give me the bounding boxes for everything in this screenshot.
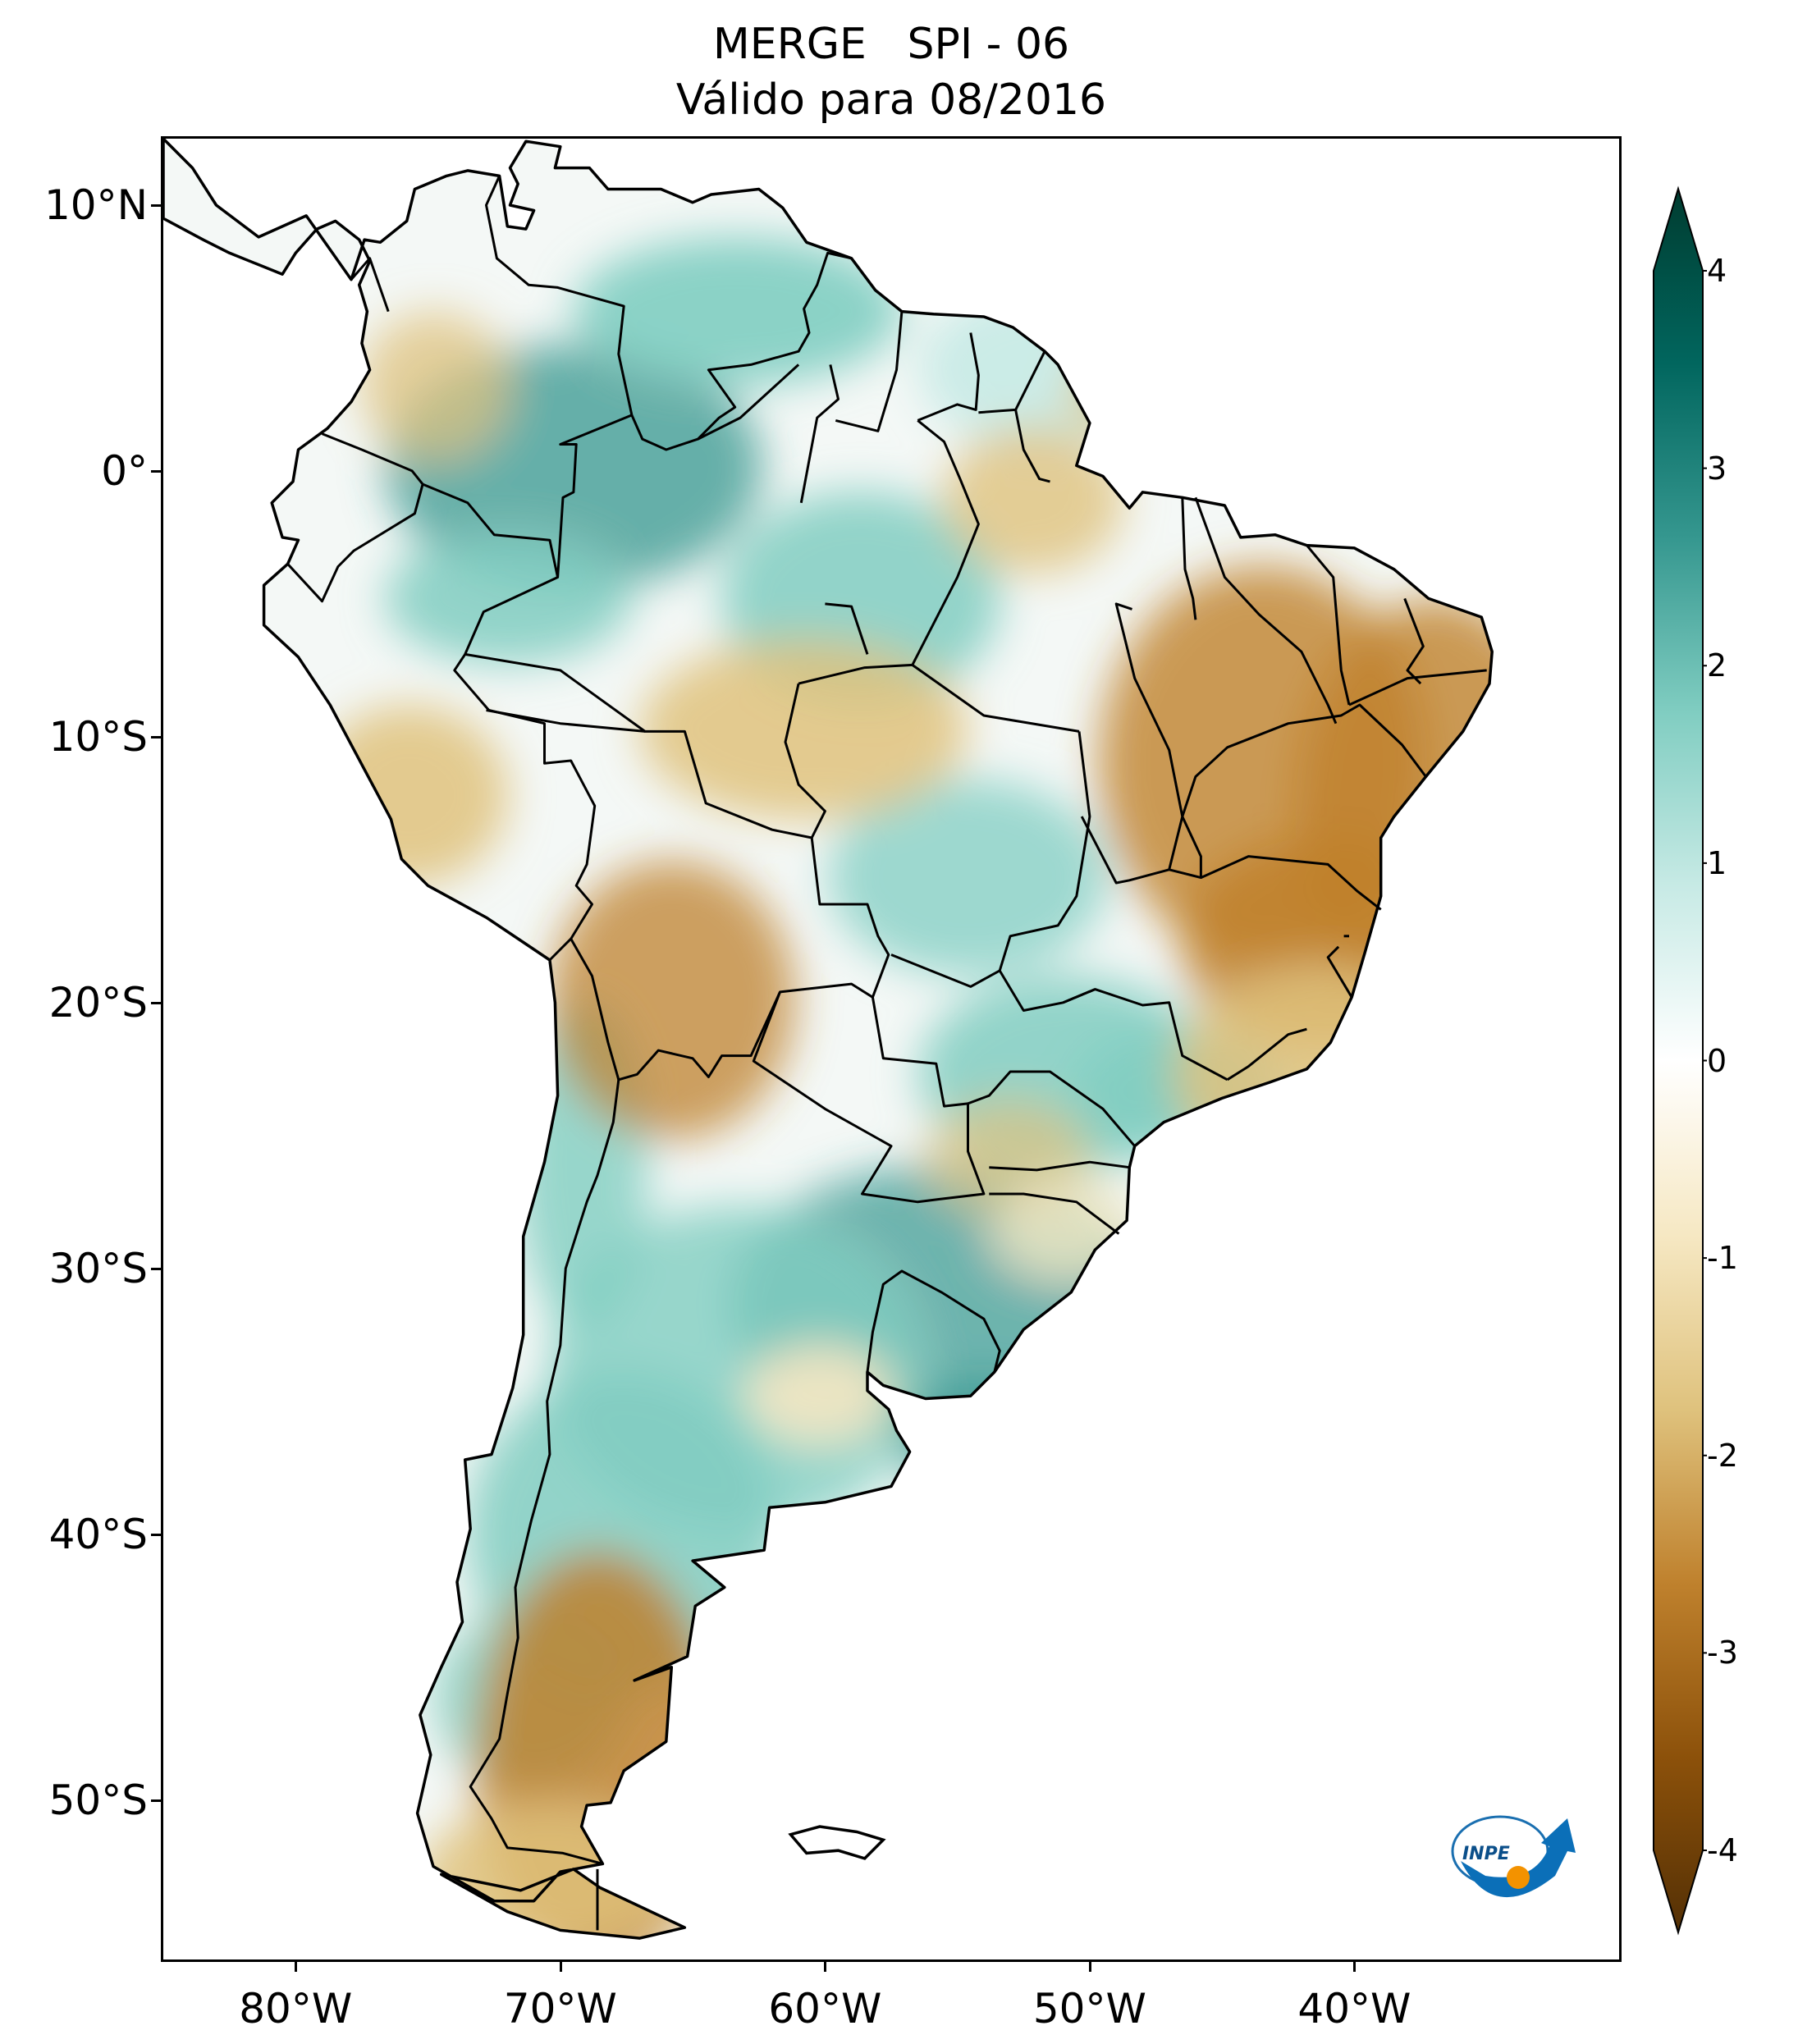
country-state-border — [453, 576, 597, 962]
country-state-border — [1226, 1027, 1307, 1081]
map-canvas — [163, 139, 1494, 1940]
country-state-border — [1181, 703, 1427, 817]
colorbar-tick-label: -1 — [1707, 1240, 1738, 1277]
country-state-border — [825, 602, 869, 655]
colorbar-tick-label: -3 — [1707, 1635, 1738, 1671]
logo-text: INPE — [1462, 1844, 1510, 1864]
country-state-border — [989, 1160, 1130, 1172]
coastline — [163, 139, 1494, 1940]
country-state-border — [350, 257, 390, 313]
lat-tick-label: 10°N — [43, 181, 148, 229]
lon-tick-mark — [559, 1962, 562, 1972]
country-state-border — [697, 364, 800, 441]
lat-tick-mark — [151, 203, 161, 207]
country-state-border — [1194, 496, 1338, 725]
colorbar-gradient — [1653, 185, 1704, 1936]
country-state-border — [1200, 855, 1382, 911]
country-state-border — [1306, 544, 1351, 706]
country-state-border — [911, 419, 980, 666]
country-state-border — [989, 1192, 1120, 1235]
map-title: MERGE SPI - 06 — [712, 20, 1070, 69]
country-state-border — [1114, 602, 1184, 871]
lat-tick-mark — [151, 1001, 161, 1004]
country-state-border — [1063, 988, 1228, 1081]
lon-tick-mark — [1353, 1962, 1357, 1972]
colorbar-tick-label: 1 — [1707, 844, 1727, 881]
lat-tick-label: 40°S — [48, 1510, 148, 1558]
lon-tick-mark — [824, 1962, 827, 1972]
colorbar-tick-label: -2 — [1707, 1437, 1738, 1474]
lon-tick-label: 70°W — [503, 1985, 617, 2033]
lat-tick-mark — [151, 735, 161, 738]
falkland-islands — [788, 1825, 886, 1860]
country-state-border — [799, 364, 840, 504]
country-state-border — [464, 652, 890, 1081]
colorbar-tick-label: 2 — [1707, 647, 1727, 684]
lat-tick-mark — [151, 1533, 161, 1536]
lat-tick-label: 20°S — [48, 978, 148, 1027]
country-state-border — [286, 432, 424, 603]
colorbar-tick-label: -4 — [1707, 1832, 1738, 1868]
country-state-border — [890, 953, 1000, 988]
country-state-border — [998, 731, 1096, 1012]
map-subtitle: Válido para 08/2016 — [675, 75, 1107, 125]
lon-tick-label: 50°W — [1032, 1985, 1146, 2033]
lon-tick-label: 40°W — [1297, 1985, 1411, 2033]
country-state-border — [917, 332, 980, 422]
country-state-border — [422, 414, 633, 578]
country-state-border — [752, 991, 986, 1204]
country-state-border — [1080, 816, 1202, 885]
map-area — [161, 136, 1622, 1962]
country-state-border — [1181, 497, 1197, 620]
country-state-border — [1348, 669, 1487, 706]
colorbar — [1653, 185, 1707, 1936]
lat-tick-label: 0° — [101, 446, 148, 495]
inpe-logo-icon: INPE — [1451, 1815, 1576, 1898]
country-state-border — [835, 311, 904, 432]
country-state-border — [784, 683, 826, 839]
country-state-border — [866, 1269, 1001, 1373]
colorbar-tick-label: 0 — [1707, 1042, 1727, 1079]
lon-tick-label: 80°W — [239, 1985, 353, 2033]
country-state-border — [469, 1079, 620, 1865]
lat-tick-label: 30°S — [48, 1244, 148, 1292]
colorbar-tick-label: 3 — [1707, 450, 1727, 487]
country-state-border — [967, 1070, 1136, 1147]
country-state-border — [486, 709, 646, 733]
lat-tick-mark — [151, 1799, 161, 1802]
lat-tick-mark — [151, 469, 161, 473]
lat-tick-label: 50°S — [48, 1776, 148, 1824]
lat-tick-mark — [151, 1267, 161, 1270]
lat-tick-label: 10°S — [48, 712, 148, 761]
political-borders — [286, 175, 1487, 1931]
country-state-border — [1014, 409, 1050, 483]
lon-tick-mark — [1088, 1962, 1091, 1972]
colorbar-tick-label: 4 — [1707, 253, 1727, 289]
country-state-border — [1326, 945, 1353, 999]
lon-tick-label: 60°W — [768, 1985, 882, 2033]
lon-tick-mark — [295, 1962, 298, 1972]
